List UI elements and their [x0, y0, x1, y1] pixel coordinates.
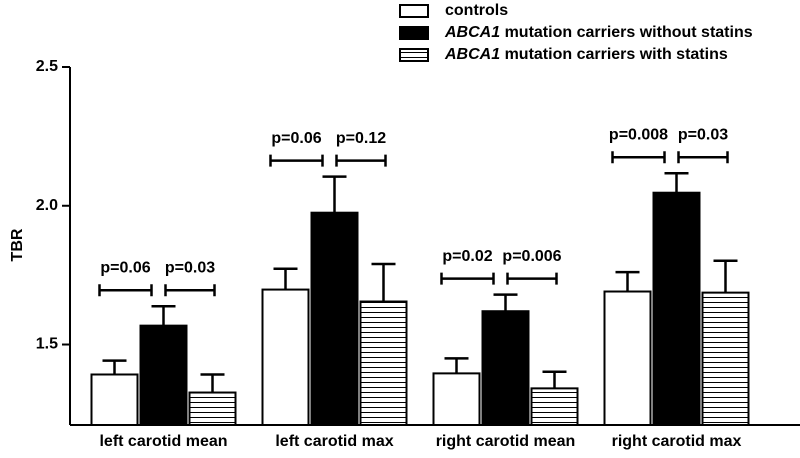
error-bar: [102, 359, 127, 375]
significance-bracket: [677, 151, 729, 164]
bar: [481, 310, 530, 426]
p-value-label: p=0.03: [165, 259, 215, 276]
error-bar: [542, 370, 567, 389]
p-value-label: p=0.03: [678, 127, 728, 144]
p-value-label: p=0.06: [100, 259, 150, 276]
y-axis-title: TBR: [9, 228, 26, 261]
x-tick-label: left carotid mean: [99, 433, 227, 450]
bar: [652, 191, 701, 426]
error-bar: [493, 293, 518, 312]
bar: [530, 387, 579, 426]
legend-label: controls: [445, 2, 508, 19]
bar: [359, 300, 408, 426]
error-bar: [444, 357, 469, 374]
error-bar: [151, 304, 176, 326]
error-bar: [713, 259, 738, 293]
bar: [701, 291, 750, 426]
bar: [90, 373, 139, 427]
p-value-label: p=0.02: [442, 248, 492, 265]
error-bar: [371, 262, 396, 302]
legend-label: ABCA1 mutation carriers without statins: [444, 24, 753, 41]
error-bar: [322, 175, 347, 213]
error-bar: [200, 373, 225, 393]
bar: [310, 211, 359, 426]
y-tick-label: 2.5: [36, 58, 58, 75]
significance-bracket: [269, 154, 324, 167]
p-value-label: p=0.006: [502, 248, 561, 265]
significance-bracket: [611, 151, 666, 164]
bar: [432, 372, 481, 427]
y-tick-label: 2.0: [36, 197, 58, 214]
bar: [603, 290, 652, 426]
bar: [139, 324, 188, 427]
significance-bracket: [164, 284, 216, 297]
significance-bracket: [440, 272, 495, 285]
legend-swatch: [399, 4, 429, 18]
bar: [261, 288, 310, 427]
error-bar: [273, 267, 298, 290]
y-tick-label: 1.5: [36, 336, 58, 353]
bar: [188, 391, 237, 427]
error-bar: [664, 172, 689, 193]
significance-bracket: [506, 272, 558, 285]
p-value-label: p=0.12: [336, 130, 386, 147]
x-tick-label: left carotid max: [275, 433, 393, 450]
legend-label: ABCA1 mutation carriers with statins: [444, 46, 728, 63]
p-value-label: p=0.06: [271, 130, 321, 147]
legend-swatch: [399, 26, 429, 40]
significance-bracket: [335, 154, 387, 167]
error-bar: [615, 270, 640, 292]
x-tick-label: right carotid mean: [436, 433, 576, 450]
significance-bracket: [98, 284, 153, 297]
legend-swatch: [399, 48, 429, 62]
x-tick-label: right carotid max: [612, 433, 742, 450]
p-value-label: p=0.008: [609, 127, 668, 144]
